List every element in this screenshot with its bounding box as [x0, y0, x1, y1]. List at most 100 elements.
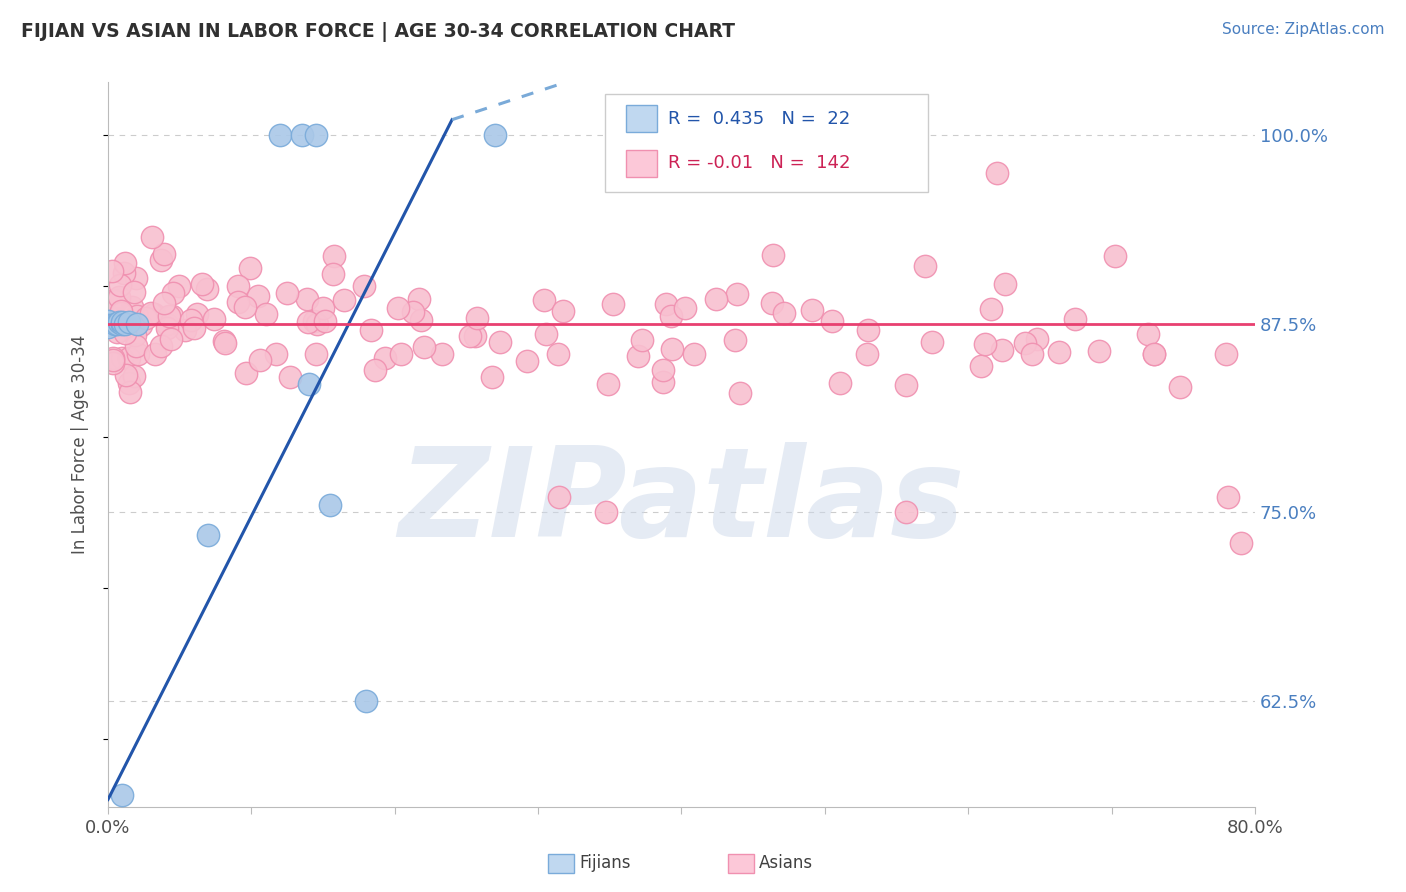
- Point: [1104, 249, 1126, 263]
- Point: [374, 351, 396, 366]
- Point: [1025, 332, 1047, 346]
- Point: [129, 318, 152, 332]
- Point: [150, 253, 173, 268]
- Point: [704, 292, 727, 306]
- Point: [122, 285, 145, 299]
- Point: [1218, 491, 1240, 505]
- Point: [125, 317, 148, 331]
- Point: [118, 351, 141, 366]
- Point: [153, 247, 176, 261]
- Point: [1014, 336, 1036, 351]
- Point: [183, 320, 205, 334]
- Point: [974, 337, 997, 351]
- Point: [226, 294, 249, 309]
- Point: [464, 329, 486, 343]
- Point: [761, 295, 783, 310]
- Point: [233, 300, 256, 314]
- Point: [101, 264, 124, 278]
- Point: [724, 333, 747, 347]
- Point: [107, 290, 129, 304]
- Point: [921, 334, 943, 349]
- Point: [97, 313, 120, 327]
- Point: [124, 328, 146, 343]
- Point: [125, 309, 148, 323]
- Point: [101, 353, 124, 368]
- Point: [111, 317, 134, 331]
- Point: [239, 261, 262, 276]
- Point: [195, 282, 218, 296]
- Point: [249, 353, 271, 368]
- Point: [631, 334, 654, 348]
- Point: [354, 694, 377, 708]
- Point: [143, 347, 166, 361]
- Point: [142, 307, 165, 321]
- Point: [305, 347, 328, 361]
- Point: [156, 321, 179, 335]
- Point: [801, 302, 824, 317]
- Point: [389, 347, 412, 361]
- Point: [323, 249, 346, 263]
- Point: [97, 318, 120, 332]
- Point: [114, 256, 136, 270]
- Point: [408, 292, 430, 306]
- Point: [682, 347, 704, 361]
- Point: [152, 295, 174, 310]
- Point: [762, 248, 785, 262]
- Point: [290, 128, 312, 142]
- Point: [651, 363, 673, 377]
- Point: [212, 334, 235, 349]
- Point: [363, 363, 385, 377]
- Point: [141, 229, 163, 244]
- Point: [118, 315, 141, 329]
- Point: [278, 370, 301, 384]
- Point: [214, 335, 236, 350]
- Point: [125, 271, 148, 285]
- Text: FIJIAN VS ASIAN IN LABOR FORCE | AGE 30-34 CORRELATION CHART: FIJIAN VS ASIAN IN LABOR FORCE | AGE 30-…: [21, 22, 735, 42]
- Point: [484, 128, 506, 142]
- Point: [305, 128, 328, 142]
- Point: [97, 315, 120, 329]
- Point: [295, 292, 318, 306]
- Point: [190, 277, 212, 292]
- Point: [110, 351, 132, 366]
- Point: [402, 305, 425, 319]
- Point: [828, 376, 851, 390]
- Point: [413, 340, 436, 354]
- Point: [534, 326, 557, 341]
- Point: [162, 286, 184, 301]
- Point: [314, 314, 336, 328]
- Point: [1064, 311, 1087, 326]
- Text: ZIPatlas: ZIPatlas: [398, 442, 965, 563]
- Point: [110, 304, 132, 318]
- Point: [101, 351, 124, 366]
- Point: [322, 268, 344, 282]
- Point: [105, 317, 128, 331]
- Point: [108, 278, 131, 293]
- Point: [659, 309, 682, 323]
- Point: [103, 293, 125, 308]
- Point: [302, 314, 325, 328]
- Point: [276, 286, 298, 301]
- Point: [254, 307, 277, 321]
- Point: [319, 498, 342, 512]
- Point: [1215, 347, 1237, 361]
- Text: Fijians: Fijians: [579, 855, 631, 872]
- Point: [914, 259, 936, 273]
- Point: [104, 317, 127, 331]
- Point: [856, 323, 879, 337]
- Point: [773, 306, 796, 320]
- Point: [167, 278, 190, 293]
- Point: [101, 356, 124, 370]
- Point: [533, 293, 555, 307]
- Point: [197, 528, 219, 542]
- Point: [387, 301, 409, 315]
- Text: Source: ZipAtlas.com: Source: ZipAtlas.com: [1222, 22, 1385, 37]
- Point: [124, 369, 146, 384]
- Point: [991, 343, 1014, 357]
- Point: [548, 491, 571, 505]
- Point: [855, 347, 877, 361]
- Point: [97, 319, 120, 334]
- Point: [409, 312, 432, 326]
- Point: [333, 293, 356, 308]
- Point: [149, 339, 172, 353]
